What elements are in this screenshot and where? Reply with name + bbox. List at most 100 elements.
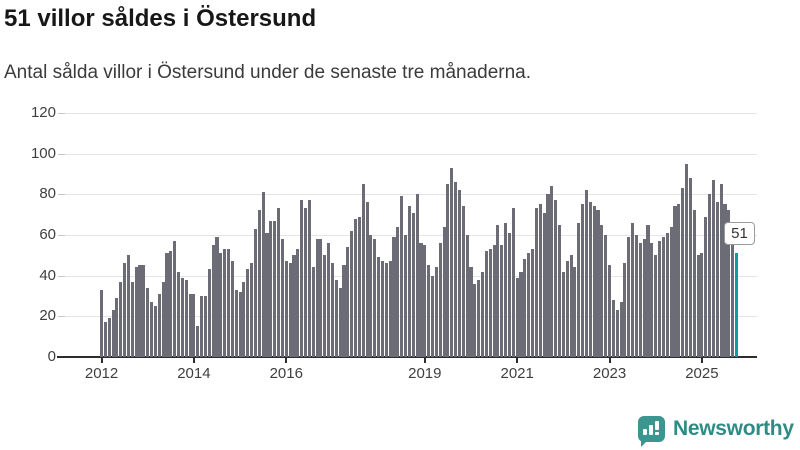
y-tick-mark — [57, 356, 65, 358]
bar — [146, 288, 150, 357]
bar — [300, 200, 304, 357]
bar — [234, 290, 238, 357]
bar — [142, 265, 146, 357]
bar — [427, 265, 431, 357]
bar — [373, 239, 377, 357]
bar — [646, 225, 650, 357]
bar — [434, 267, 438, 357]
bar — [623, 263, 627, 357]
x-tick-mark — [700, 358, 703, 363]
bar — [638, 243, 642, 357]
bar — [496, 225, 500, 357]
bar — [715, 202, 719, 357]
newsworthy-chart-bubble-icon — [638, 416, 665, 447]
bar — [446, 184, 450, 357]
bar — [223, 249, 227, 357]
bar — [658, 241, 662, 357]
bar — [292, 255, 296, 357]
bar — [157, 294, 161, 357]
bar — [692, 210, 696, 357]
bar — [596, 210, 600, 357]
highlighted-latest-bar — [735, 253, 739, 357]
bar — [700, 253, 704, 357]
gridline — [65, 194, 757, 196]
bar — [627, 237, 631, 357]
bar — [126, 255, 131, 357]
bar — [457, 190, 461, 357]
bar — [165, 253, 169, 357]
bar — [284, 261, 288, 357]
bar — [511, 208, 515, 357]
bar — [307, 200, 311, 357]
bar — [565, 261, 569, 357]
bar — [196, 326, 200, 357]
bar — [708, 194, 712, 357]
y-tick-mark — [58, 112, 65, 114]
bar — [684, 164, 689, 357]
gridline — [65, 316, 757, 318]
bar — [361, 184, 365, 357]
bar — [392, 237, 396, 357]
x-axis-tick-label: 2014 — [177, 365, 211, 382]
bar — [615, 310, 619, 357]
bar — [396, 227, 400, 357]
bar — [161, 282, 165, 357]
bar — [581, 204, 585, 357]
bar — [404, 235, 408, 357]
x-axis-tick-label: 2019 — [408, 365, 442, 382]
bar — [338, 288, 342, 357]
bar — [438, 243, 442, 357]
bar — [273, 221, 277, 357]
bar — [277, 208, 281, 357]
bar — [415, 194, 419, 357]
bar — [365, 202, 369, 357]
bar — [246, 269, 250, 357]
bar — [280, 239, 284, 357]
bar — [704, 217, 708, 357]
bar — [269, 221, 273, 357]
bar — [661, 237, 665, 357]
bar — [176, 272, 181, 357]
bar — [134, 267, 138, 357]
bar — [484, 251, 488, 357]
bar — [688, 178, 692, 357]
bar — [542, 213, 546, 357]
bar — [115, 298, 119, 357]
bar — [311, 267, 315, 357]
chart-subtitle: Antal sålda villor i Östersund under de … — [4, 62, 532, 83]
bar — [215, 237, 219, 357]
bar — [342, 265, 346, 357]
bar — [608, 265, 612, 357]
bar — [550, 186, 554, 357]
bar — [350, 231, 354, 357]
bar — [477, 280, 481, 357]
gridline — [65, 153, 757, 155]
bar — [673, 206, 677, 357]
bar — [203, 296, 207, 357]
y-axis-tick-label: 80 — [39, 185, 56, 203]
bar — [107, 318, 111, 357]
bar — [588, 202, 592, 357]
bar — [696, 255, 700, 357]
bar — [619, 302, 623, 357]
x-tick-mark — [516, 358, 519, 363]
bar — [219, 253, 223, 357]
bar — [642, 239, 646, 357]
bar — [130, 282, 134, 357]
bar — [192, 294, 196, 357]
bar — [411, 213, 415, 357]
bar — [538, 204, 542, 357]
bar — [153, 306, 157, 357]
bar — [611, 300, 615, 357]
bar — [527, 253, 531, 357]
x-tick-mark — [608, 358, 611, 363]
y-axis-tick-label: 20 — [39, 307, 56, 325]
bar — [634, 235, 639, 357]
y-axis-tick-label: 0 — [47, 348, 56, 365]
bar — [123, 263, 127, 357]
newsworthy-logo[interactable]: Newsworthy — [638, 414, 794, 447]
gridline — [65, 234, 757, 236]
bar — [650, 243, 654, 357]
bar — [454, 182, 458, 357]
